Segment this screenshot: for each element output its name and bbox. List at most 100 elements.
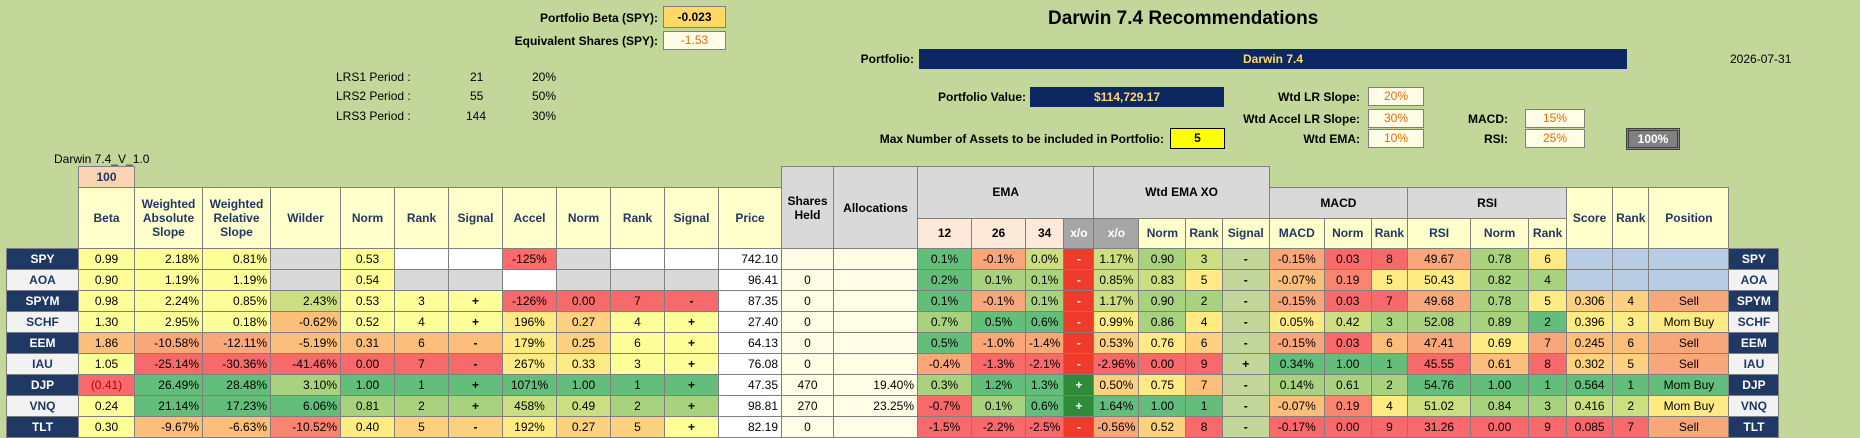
portfolio-beta-value[interactable]: -0.023 <box>663 6 726 28</box>
weighted-relative-slope-cell: 0.18% <box>202 311 271 333</box>
signal-cell: - <box>448 332 503 354</box>
ema-12-cell: 0.5% <box>917 332 972 354</box>
rsi-norm-cell: 0.61 <box>1470 353 1530 375</box>
accel-rank-cell: 6 <box>610 332 665 354</box>
wtd-ema-norm-cell: 0.76 <box>1138 332 1187 354</box>
rsi-weight-input[interactable]: 25% <box>1525 129 1585 148</box>
col-header-rsi-group: RSI <box>1407 187 1568 219</box>
score-cell: 0.306 <box>1566 290 1614 312</box>
accel-cell <box>502 269 557 291</box>
signal-cell: + <box>448 395 503 417</box>
rsi-cell: 47.41 <box>1407 332 1472 354</box>
allocation-cell: 19.40% <box>833 374 918 396</box>
col-header-rank: Rank <box>394 187 449 249</box>
accel-signal-cell: + <box>664 416 719 438</box>
wilder-cell: 6.06% <box>270 395 341 417</box>
col-header-rsi-rank: Rank <box>1528 217 1568 249</box>
lrs2-label: LRS2 Period : <box>336 89 411 103</box>
price-cell: 742.10 <box>718 248 782 270</box>
accel-rank-cell: 3 <box>610 353 665 375</box>
col-header-score: Score <box>1566 187 1614 249</box>
equivalent-shares-value[interactable]: -1.53 <box>663 31 726 50</box>
ticker-right: AOA <box>1728 269 1780 291</box>
col-header-ema-34: 34 <box>1024 217 1065 249</box>
ema-34-cell: 1.3% <box>1024 374 1065 396</box>
lrs1-label: LRS1 Period : <box>336 70 411 84</box>
ema-12-cell: 0.2% <box>917 269 972 291</box>
macd-weight-input[interactable]: 15% <box>1525 109 1585 128</box>
macd-weight-label: MACD: <box>1468 112 1508 126</box>
wilder-cell <box>270 248 341 270</box>
shares-held-cell: 470 <box>781 374 834 396</box>
ema-26-cell: -2.2% <box>971 416 1026 438</box>
rank-cell: 1 <box>394 374 449 396</box>
score-cell: 0.085 <box>1566 416 1614 438</box>
table-row: SPY 0.99 2.18% 0.81% 0.53 -125% 742.10 0.1% -0.1… <box>6 248 1780 270</box>
ema-34-cell: 0.6% <box>1024 311 1065 333</box>
max-assets-input[interactable]: 5 <box>1170 128 1225 149</box>
ema-34-cell: -2.5% <box>1024 416 1065 438</box>
weighted-relative-slope-cell: 0.85% <box>202 290 271 312</box>
col-header-macd-group: MACD <box>1268 187 1409 219</box>
accel-norm-cell: 0.27 <box>556 416 611 438</box>
beta-cell: 0.90 <box>78 269 135 291</box>
wtd-ema-xo-cell: 1.17% <box>1093 290 1140 312</box>
ema-12-cell: 0.1% <box>917 290 972 312</box>
ema-xo-cell: - <box>1063 353 1095 375</box>
wtd-ema-norm-cell: 0.75 <box>1138 374 1187 396</box>
allocation-cell <box>833 311 918 333</box>
ticker-right: DJP <box>1728 374 1780 396</box>
macd-norm-cell: 0.00 <box>1323 416 1372 438</box>
norm-cell: 0.52 <box>340 311 395 333</box>
accel-rank-cell: 7 <box>610 290 665 312</box>
rsi-cell: 49.67 <box>1407 248 1472 270</box>
weighted-relative-slope-cell: 28.48% <box>202 374 271 396</box>
portfolio-name-field[interactable]: Darwin 7.4 <box>919 49 1627 69</box>
col-header-wx-xo: x/o <box>1093 217 1140 249</box>
weighted-absolute-slope-cell: -25.14% <box>134 353 203 375</box>
norm-cell: 0.00 <box>340 353 395 375</box>
wtd-accel-input[interactable]: 30% <box>1368 109 1424 128</box>
score-cell: 0.564 <box>1566 374 1614 396</box>
wtd-ema-norm-cell: 0.90 <box>1138 290 1187 312</box>
ema-34-cell: 0.1% <box>1024 290 1065 312</box>
wilder-cell: 3.10% <box>270 374 341 396</box>
allocation-cell: 23.25% <box>833 395 918 417</box>
final-rank-cell <box>1612 269 1650 291</box>
wtd-ema-signal-cell: + <box>1221 353 1270 375</box>
ema-34-cell: -2.1% <box>1024 353 1065 375</box>
rsi-cell: 51.02 <box>1407 395 1472 417</box>
shares-held-cell: 0 <box>781 416 834 438</box>
rsi-cell: 31.26 <box>1407 416 1472 438</box>
wtd-ema-norm-cell: 0.86 <box>1138 311 1187 333</box>
accel-signal-cell: - <box>664 290 719 312</box>
macd-norm-cell: 0.42 <box>1323 311 1372 333</box>
weighted-relative-slope-cell: 17.23% <box>202 395 271 417</box>
ema-12-cell: 0.3% <box>917 374 972 396</box>
col-header-wilder: Wilder <box>270 187 341 249</box>
accel-norm-cell: 1.00 <box>556 374 611 396</box>
ticker-left: TLT <box>6 416 79 438</box>
ema-26-cell: 0.1% <box>971 269 1026 291</box>
col-header-wx-norm: Norm <box>1138 217 1187 249</box>
accel-norm-cell <box>556 248 611 270</box>
macd-norm-cell: 0.19 <box>1323 395 1372 417</box>
col-header-wtd-ema-xo: Wtd EMA XO <box>1093 166 1270 219</box>
final-rank-cell: 4 <box>1612 290 1650 312</box>
accel-signal-cell: + <box>664 374 719 396</box>
ema-34-cell: 0.6% <box>1024 395 1065 417</box>
accel-cell: -126% <box>502 290 557 312</box>
score-cell: 0.245 <box>1566 332 1614 354</box>
wtd-ema-rank-cell: 5 <box>1185 269 1223 291</box>
macd-norm-cell: 1.00 <box>1323 353 1372 375</box>
ticker-left: AOA <box>6 269 79 291</box>
ticker-left: VNQ <box>6 395 79 417</box>
signal-cell: + <box>448 311 503 333</box>
wtd-lr-slope-input[interactable]: 20% <box>1368 87 1424 106</box>
table-row: TLT 0.30 -9.67% -6.63% -10.52% 0.40 5-192% 0.27… <box>6 416 1780 438</box>
wtd-ema-input[interactable]: 10% <box>1368 129 1424 148</box>
price-cell: 87.35 <box>718 290 782 312</box>
macd-norm-cell: 0.19 <box>1323 269 1372 291</box>
beta-cell: 0.24 <box>78 395 135 417</box>
rsi-cell: 45.55 <box>1407 353 1472 375</box>
